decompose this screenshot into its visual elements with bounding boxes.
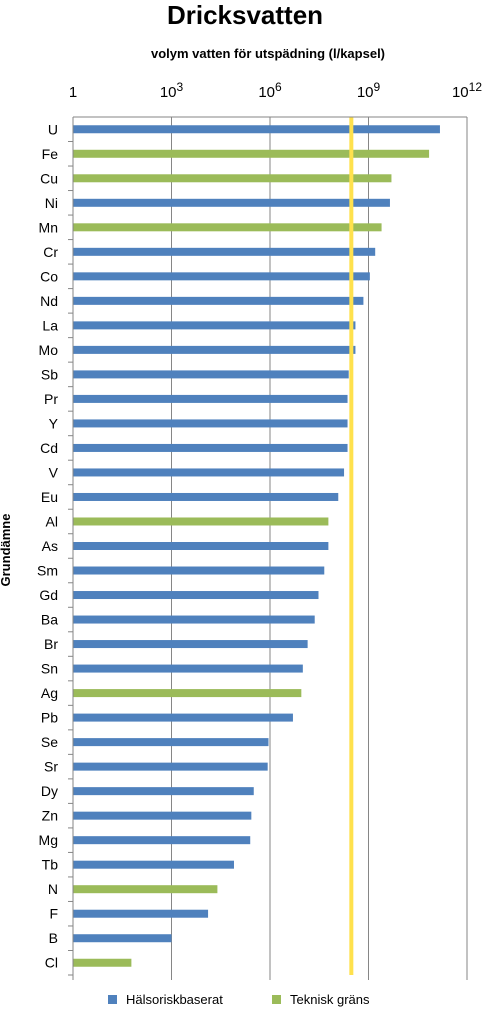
y-tick-label: F [49,906,58,922]
y-axis-title: Grundämne [0,514,13,587]
bar [73,885,218,894]
bar [73,713,293,722]
y-tick-label: Cd [40,440,58,456]
y-tick-label: Eu [41,489,58,505]
y-tick-label: Pr [44,391,58,407]
chart-title: Dricksvatten [167,0,323,30]
y-tick-label: Tb [42,857,59,873]
y-tick-label: Co [40,268,58,284]
bar [73,492,339,501]
y-tick-label: V [49,464,59,480]
legend-label: Teknisk gräns [290,992,370,1007]
y-tick-label: Sm [37,563,58,579]
y-tick-label: N [48,881,58,897]
y-tick-label: Mn [39,219,58,235]
x-tick-label: 106 [258,80,282,101]
y-tick-labels: U Fe Cu Ni Mn Cr Co Nd La Mo Sb Pr Y Cd V Eu Al As Sm Gd Ba B… [37,121,73,976]
y-tick-label: Nd [40,293,58,309]
y-tick-label: B [49,930,58,946]
bar [73,860,234,869]
legend-label: Hälsoriskbaserat [126,992,223,1007]
bar [73,394,348,403]
y-tick-label: Fe [42,146,59,162]
y-tick-label: Cl [45,955,58,971]
bars [73,125,440,967]
y-tick-label: Sb [41,366,58,382]
y-tick-label: Ba [41,612,58,628]
bar [73,591,319,600]
bar [73,272,370,281]
y-tick-label: Cr [43,244,58,260]
x-axis-title: volym vatten för utspädning (l/kapsel) [151,46,385,61]
bar [73,909,209,918]
y-tick-label: U [48,121,58,137]
bar [73,689,302,698]
y-tick-label: Ni [45,195,58,211]
bar [73,517,329,526]
bar [73,223,382,232]
bar [73,664,303,673]
y-tick-label: Pb [41,710,58,726]
bar [73,149,430,158]
y-tick-label: As [42,538,58,554]
axes [72,116,467,975]
y-tick-label: Sr [44,759,58,775]
bar [73,468,345,477]
bar [73,443,348,452]
bar [73,419,348,428]
y-tick-label: Se [41,734,58,750]
y-tick-label: Dy [41,783,58,799]
bar [73,762,268,771]
bar [73,321,356,330]
legend-swatch [272,995,281,1004]
x-tick-label: 103 [160,80,184,101]
y-tick-label: Mg [39,832,58,848]
bar [73,296,364,305]
bar [73,811,252,820]
x-tick-label: 109 [357,80,381,101]
y-tick-label: La [42,317,58,333]
bar [73,566,325,575]
y-tick-label: Br [44,636,58,652]
y-tick-label: Ag [41,685,58,701]
bar [73,738,269,747]
bar [73,125,440,134]
bar [73,615,315,624]
y-tick-label: Al [46,513,58,529]
legend-swatch [108,995,117,1004]
bar [73,640,308,649]
bar [73,787,254,796]
y-tick-label: Zn [42,808,58,824]
y-tick-label: Mo [39,342,59,358]
legend: Hälsoriskbaserat Teknisk gräns [108,992,370,1007]
bar [73,345,356,354]
bar [73,542,329,550]
x-tick-label: 1012 [452,80,482,101]
y-tick-label: Y [49,415,59,431]
x-tick-label: 1 [69,84,77,101]
bar [73,934,172,943]
bar [73,370,349,379]
x-tick-labels: 1 103 106 109 1012 [69,80,483,101]
bar [73,958,132,967]
bar [73,198,390,207]
bar [73,247,376,256]
bar [73,174,392,183]
y-tick-label: Gd [39,587,58,603]
y-tick-label: Sn [41,661,58,677]
bar [73,836,251,845]
y-tick-label: Cu [40,170,58,186]
